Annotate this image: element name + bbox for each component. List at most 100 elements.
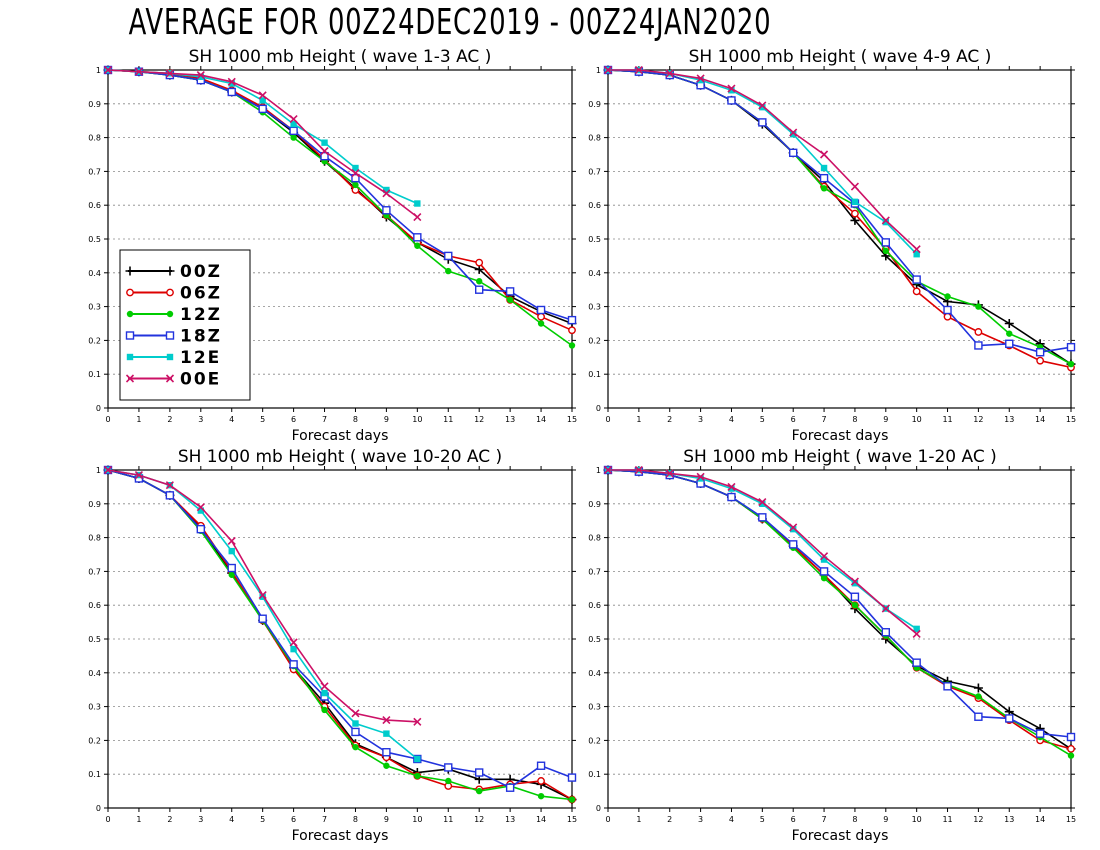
data-point (289, 114, 298, 124)
series-line (107, 469, 573, 801)
legend-marker-left (125, 331, 135, 340)
x-tick-label: 10 (412, 815, 422, 824)
data-point (1036, 356, 1045, 365)
legend-marker-left (125, 266, 135, 276)
series-00e (603, 465, 921, 638)
x-tick-label: 10 (912, 415, 922, 424)
x-tick-label: 12 (474, 815, 484, 824)
data-point (383, 186, 390, 194)
data-point (603, 65, 613, 75)
data-point (258, 104, 267, 114)
x-tick-label: 3 (198, 815, 203, 824)
data-point (134, 67, 143, 76)
data-point (258, 590, 267, 600)
legend-marker-left (125, 374, 135, 383)
y-tick-label: 1 (96, 466, 101, 475)
data-point (165, 69, 174, 78)
data-point (413, 212, 422, 222)
x-tick-label: 9 (883, 815, 888, 824)
data-point (974, 341, 983, 350)
data-point (382, 189, 391, 198)
data-point (882, 247, 889, 255)
data-point (537, 792, 545, 800)
data-point (758, 513, 767, 522)
data-point (258, 614, 267, 623)
data-point (320, 682, 329, 691)
y-tick-label: 0.9 (88, 100, 101, 109)
data-point (912, 275, 921, 284)
y-tick-label: 0.4 (88, 269, 101, 278)
chart-panel-1: 00.10.20.30.40.50.60.70.80.910 1 2 3 4 5 6 7 8 9 1… (88, 47, 577, 444)
data-point (1005, 339, 1014, 348)
x-tick-label: 8 (353, 815, 358, 824)
y-tick-label: 0.5 (88, 635, 101, 644)
data-point (537, 320, 545, 327)
data-point (759, 500, 766, 507)
x-axis-label: Forecast days (292, 428, 389, 444)
x-tick-label: 13 (1004, 815, 1014, 824)
x-tick-label: 1 (136, 415, 141, 424)
data-point (1067, 744, 1075, 753)
data-point (352, 720, 359, 727)
data-point (197, 73, 204, 80)
legend-label: 12Z (180, 305, 222, 325)
legend-marker-left (126, 353, 134, 361)
data-point (913, 625, 920, 633)
data-point (665, 69, 674, 78)
x-tick-label: 7 (822, 415, 827, 424)
chart-title: SH 1000 mb Height ( wave 1-20 AC ) (683, 447, 997, 467)
legend-label: 00Z (180, 262, 222, 282)
x-tick-label: 7 (322, 815, 327, 824)
x-tick-label: 1 (636, 815, 641, 824)
x-tick-label: 9 (384, 415, 389, 424)
series-line (107, 69, 573, 321)
data-point (568, 342, 576, 349)
data-point (382, 716, 391, 725)
series-line (607, 469, 1072, 738)
data-point (1067, 360, 1075, 368)
data-point (790, 131, 797, 138)
data-point (819, 567, 829, 576)
data-point (820, 574, 828, 582)
data-point (351, 727, 360, 737)
data-point (445, 777, 452, 785)
y-tick-label: 0.1 (88, 370, 101, 379)
data-point (881, 604, 890, 613)
data-point (165, 491, 175, 500)
data-point (1005, 714, 1014, 723)
series-18z (103, 465, 577, 792)
series-line (607, 469, 1072, 750)
data-point (290, 120, 297, 128)
data-point (414, 755, 421, 763)
chart-title: SH 1000 mb Height ( wave 4-9 AC ) (689, 47, 992, 67)
x-tick-label: 6 (291, 815, 296, 824)
chart-title: SH 1000 mb Height ( wave 10-20 AC ) (178, 447, 502, 467)
x-tick-label: 5 (260, 815, 265, 824)
x-tick-label: 9 (883, 415, 888, 424)
data-point (974, 712, 983, 721)
y-tick-label: 1 (596, 466, 601, 475)
data-point (475, 285, 484, 294)
x-tick-label: 12 (973, 815, 983, 824)
y-tick-label: 0.8 (88, 134, 101, 143)
y-tick-label: 0.6 (88, 601, 101, 610)
x-tick-label: 12 (973, 415, 983, 424)
x-axis-label: Forecast days (792, 428, 889, 444)
data-point (912, 245, 921, 254)
data-point (851, 209, 859, 218)
x-tick-label: 0 (605, 815, 610, 824)
data-point (759, 103, 766, 111)
x-tick-label: 10 (912, 815, 922, 824)
x-tick-label: 6 (791, 815, 796, 824)
data-point (850, 577, 859, 586)
data-point (475, 768, 484, 777)
series-06z (104, 466, 576, 804)
x-tick-label: 9 (384, 815, 389, 824)
x-tick-label: 4 (229, 415, 234, 424)
data-point (973, 683, 983, 693)
y-tick-label: 0.5 (88, 235, 101, 244)
x-tick-label: 5 (760, 815, 765, 824)
data-point (196, 71, 205, 80)
x-tick-label: 8 (852, 415, 857, 424)
